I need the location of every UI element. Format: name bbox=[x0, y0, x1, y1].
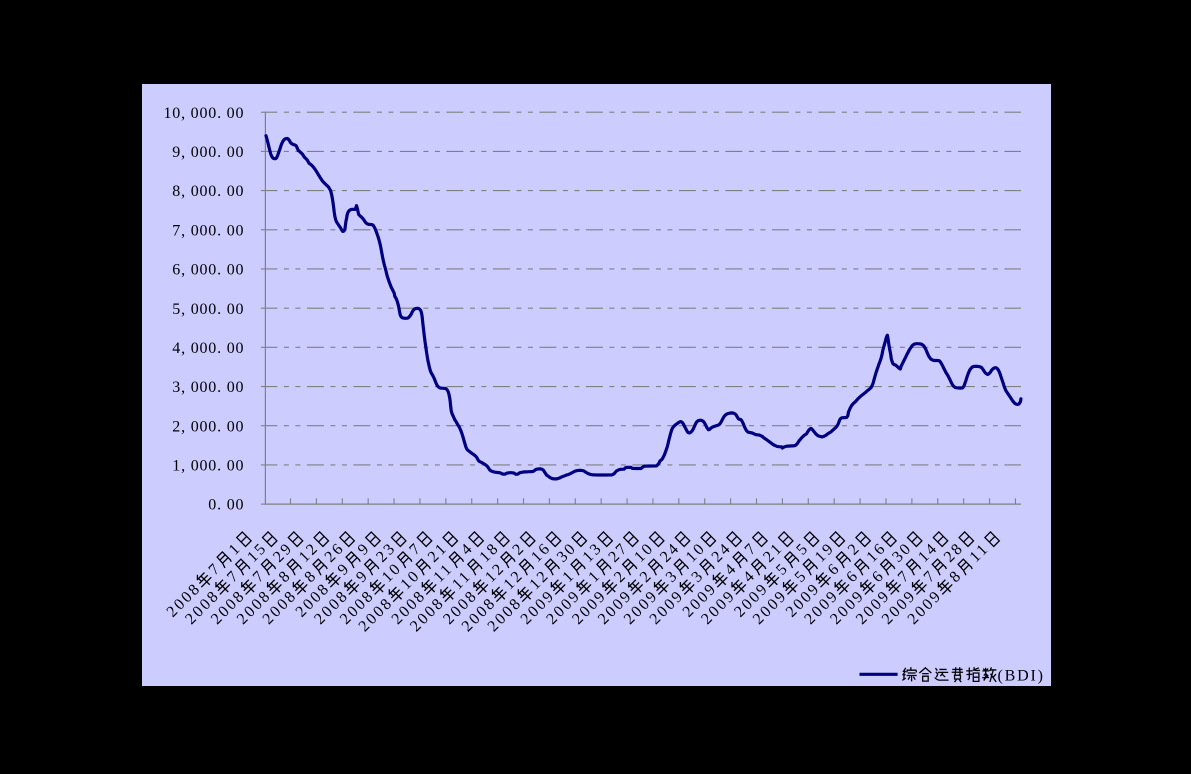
svg-text:10, 000. 00: 10, 000. 00 bbox=[163, 105, 244, 122]
svg-text:7, 000. 00: 7, 000. 00 bbox=[172, 222, 244, 239]
svg-text:8, 000. 00: 8, 000. 00 bbox=[172, 183, 244, 200]
svg-text:5, 000. 00: 5, 000. 00 bbox=[172, 301, 244, 318]
svg-text:(BDI): (BDI) bbox=[998, 667, 1045, 684]
svg-text:0. 00: 0. 00 bbox=[208, 497, 244, 514]
svg-text:2, 000. 00: 2, 000. 00 bbox=[172, 418, 244, 435]
svg-text:4, 000. 00: 4, 000. 00 bbox=[172, 340, 244, 357]
svg-text:1, 000. 00: 1, 000. 00 bbox=[172, 458, 244, 475]
svg-text:9, 000. 00: 9, 000. 00 bbox=[172, 144, 244, 161]
svg-text:3, 000. 00: 3, 000. 00 bbox=[172, 379, 244, 396]
svg-text:6, 000. 00: 6, 000. 00 bbox=[172, 262, 244, 279]
